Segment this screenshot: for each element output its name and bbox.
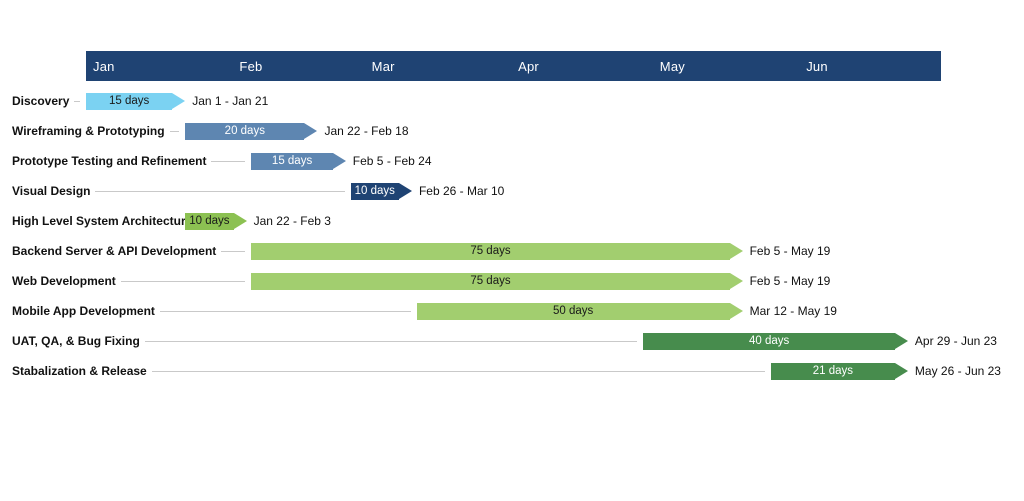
task-label-group: Visual Design (12, 183, 345, 200)
task-label: High Level System Architecture (12, 214, 193, 228)
task-duration-label: 21 days (812, 365, 854, 377)
task-date-range: Jan 22 - Feb 18 (324, 123, 409, 138)
connector-line (120, 280, 246, 282)
task-duration-label: 40 days (749, 335, 790, 347)
task-label-group: UAT, QA, & Bug Fixing (12, 333, 638, 350)
connector-line (151, 370, 765, 372)
task-date-range: Jan 22 - Feb 3 (253, 213, 331, 228)
task-bar: 10 days (350, 182, 412, 200)
connector-line (169, 130, 180, 132)
task-bar-body: 10 days (350, 182, 399, 200)
task-bar: 75 days (251, 242, 743, 260)
task-bar: 50 days (416, 302, 743, 320)
task-label: Wireframing & Prototyping (12, 124, 165, 138)
task-label: Discovery (12, 94, 70, 108)
task-duration-label: 10 days (189, 215, 230, 227)
task-label-group: Discovery (12, 93, 80, 110)
task-bar-body: 15 days (251, 152, 333, 170)
month-label-mar: Mar (371, 58, 395, 74)
task-duration-label: 15 days (271, 155, 313, 167)
month-label-may: May (659, 58, 685, 74)
task-bar-arrow-icon (729, 242, 743, 259)
task-label-group: Mobile App Development (12, 303, 411, 320)
task-bar-body: 20 days (185, 122, 305, 140)
task-bar-arrow-icon (304, 122, 318, 139)
task-label: Prototype Testing and Refinement (12, 154, 207, 168)
task-row: Prototype Testing and Refinement 15 days… (0, 152, 1024, 170)
task-label-group: Prototype Testing and Refinement (12, 153, 246, 170)
task-label-group: Stabalization & Release (12, 363, 765, 380)
task-duration-label: 10 days (354, 185, 395, 197)
connector-line (221, 250, 246, 252)
task-date-range: Apr 29 - Jun 23 (914, 333, 997, 348)
task-label: UAT, QA, & Bug Fixing (12, 334, 140, 348)
task-bar-arrow-icon (398, 182, 412, 199)
task-duration-label: 15 days (108, 95, 150, 107)
month-label-jan: Jan (93, 58, 115, 74)
task-bar: 21 days (770, 362, 908, 380)
task-label-group: High Level System Architecture (12, 213, 192, 230)
task-bar-body: 75 days (251, 272, 730, 290)
task-date-range: Feb 5 - May 19 (749, 273, 831, 288)
task-bar-arrow-icon (894, 332, 908, 349)
task-bar-arrow-icon (894, 362, 908, 379)
task-bar-body: 75 days (251, 242, 730, 260)
task-label: Visual Design (12, 184, 91, 198)
month-label-apr: Apr (518, 58, 539, 74)
task-bar: 10 days (185, 212, 247, 230)
task-row: Visual Design 10 days Feb 26 - Mar 10 (0, 182, 1024, 200)
task-duration-label: 75 days (470, 275, 511, 287)
task-label: Stabalization & Release (12, 364, 147, 378)
task-bar-body: 21 days (770, 362, 895, 380)
task-bar: 15 days (251, 152, 346, 170)
task-duration-label: 75 days (470, 245, 511, 257)
task-duration-label: 50 days (552, 305, 594, 317)
task-label: Backend Server & API Development (12, 244, 217, 258)
task-date-range: Feb 26 - Mar 10 (418, 183, 505, 198)
task-duration-label: 20 days (224, 125, 265, 137)
task-label: Web Development (12, 274, 116, 288)
task-bar: 40 days (643, 332, 908, 350)
task-date-range: May 26 - Jun 23 (914, 363, 1001, 378)
task-bar: 75 days (251, 272, 743, 290)
task-row: High Level System Architecture 10 days J… (0, 212, 1024, 230)
task-label-group: Wireframing & Prototyping (12, 123, 180, 140)
task-bar-body: 10 days (185, 212, 234, 230)
task-bar-arrow-icon (332, 152, 346, 169)
task-row: Backend Server & API Development 75 days… (0, 242, 1024, 260)
task-row: UAT, QA, & Bug Fixing 40 days Apr 29 - J… (0, 332, 1024, 350)
task-label-group: Web Development (12, 273, 246, 290)
task-bar: 20 days (185, 122, 318, 140)
task-bar-arrow-icon (729, 302, 743, 319)
task-date-range: Feb 5 - Feb 24 (352, 153, 432, 168)
task-row: Stabalization & Release 21 days May 26 -… (0, 362, 1024, 380)
connector-line (144, 340, 638, 342)
connector-line (74, 100, 80, 102)
connector-line (159, 310, 411, 312)
task-row: Discovery 15 days Jan 1 - Jan 21 (0, 92, 1024, 110)
task-date-range: Jan 1 - Jan 21 (192, 93, 269, 108)
task-bar-body: 15 days (86, 92, 173, 110)
task-bar: 15 days (86, 92, 186, 110)
task-row: Wireframing & Prototyping 20 days Jan 22… (0, 122, 1024, 140)
task-label: Mobile App Development (12, 304, 155, 318)
timeline-header: Jan Feb Mar Apr May Jun (86, 51, 941, 81)
task-row: Web Development 75 days Feb 5 - May 19 (0, 272, 1024, 290)
task-row: Mobile App Development 50 days Mar 12 - … (0, 302, 1024, 320)
connector-line (95, 190, 345, 192)
month-label-jun: Jun (806, 58, 828, 74)
task-date-range: Mar 12 - May 19 (749, 303, 837, 318)
task-bar-body: 40 days (643, 332, 895, 350)
task-bar-arrow-icon (233, 212, 247, 229)
task-date-range: Feb 5 - May 19 (749, 243, 831, 258)
task-label-group: Backend Server & API Development (12, 243, 246, 260)
task-bar-arrow-icon (729, 272, 743, 289)
month-label-feb: Feb (239, 58, 263, 74)
task-bar-body: 50 days (416, 302, 730, 320)
connector-line (211, 160, 246, 162)
task-bar-arrow-icon (172, 92, 186, 109)
